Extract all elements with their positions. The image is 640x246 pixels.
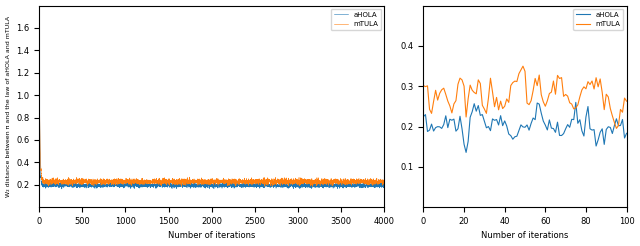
aHOLA xyxy=(186,183,194,186)
mTULA xyxy=(35,43,43,46)
X-axis label: Number of iterations: Number of iterations xyxy=(481,231,569,240)
Line: aHOLA: aHOLA xyxy=(39,22,385,189)
Legend: aHOLA, mTULA: aHOLA, mTULA xyxy=(331,9,381,30)
mTULA xyxy=(84,181,92,184)
X-axis label: Number of iterations: Number of iterations xyxy=(168,231,255,240)
mTULA xyxy=(612,127,620,130)
mTULA xyxy=(470,91,478,94)
mTULA xyxy=(381,180,388,183)
aHOLA xyxy=(515,129,523,132)
aHOLA xyxy=(564,123,572,126)
mTULA xyxy=(209,181,217,184)
aHOLA xyxy=(209,185,217,188)
aHOLA xyxy=(35,21,43,24)
aHOLA xyxy=(270,184,278,187)
aHOLA xyxy=(462,151,470,154)
aHOLA xyxy=(104,185,111,188)
Line: mTULA: mTULA xyxy=(424,66,627,128)
mTULA xyxy=(543,99,551,102)
mTULA xyxy=(434,99,442,102)
aHOLA xyxy=(434,125,442,128)
aHOLA xyxy=(472,110,480,113)
Legend: aHOLA, mTULA: aHOLA, mTULA xyxy=(573,9,623,30)
mTULA xyxy=(564,95,572,98)
mTULA xyxy=(35,51,43,54)
mTULA xyxy=(519,65,527,68)
aHOLA xyxy=(420,115,428,118)
aHOLA xyxy=(572,101,580,104)
Line: aHOLA: aHOLA xyxy=(424,102,627,152)
aHOLA xyxy=(182,183,190,186)
Y-axis label: W₂ distance between π and the law of aHOLA and mTULA: W₂ distance between π and the law of aHO… xyxy=(6,16,10,197)
aHOLA xyxy=(58,187,66,190)
aHOLA xyxy=(84,184,92,187)
aHOLA xyxy=(543,128,551,131)
mTULA xyxy=(420,84,428,87)
mTULA xyxy=(574,103,582,106)
mTULA xyxy=(623,100,630,103)
aHOLA xyxy=(576,118,584,121)
Line: mTULA: mTULA xyxy=(39,44,385,186)
aHOLA xyxy=(623,132,630,135)
mTULA xyxy=(309,185,317,188)
mTULA xyxy=(513,80,521,83)
mTULA xyxy=(104,181,111,184)
mTULA xyxy=(186,178,194,181)
mTULA xyxy=(182,177,190,180)
mTULA xyxy=(270,183,278,186)
aHOLA xyxy=(381,184,388,186)
